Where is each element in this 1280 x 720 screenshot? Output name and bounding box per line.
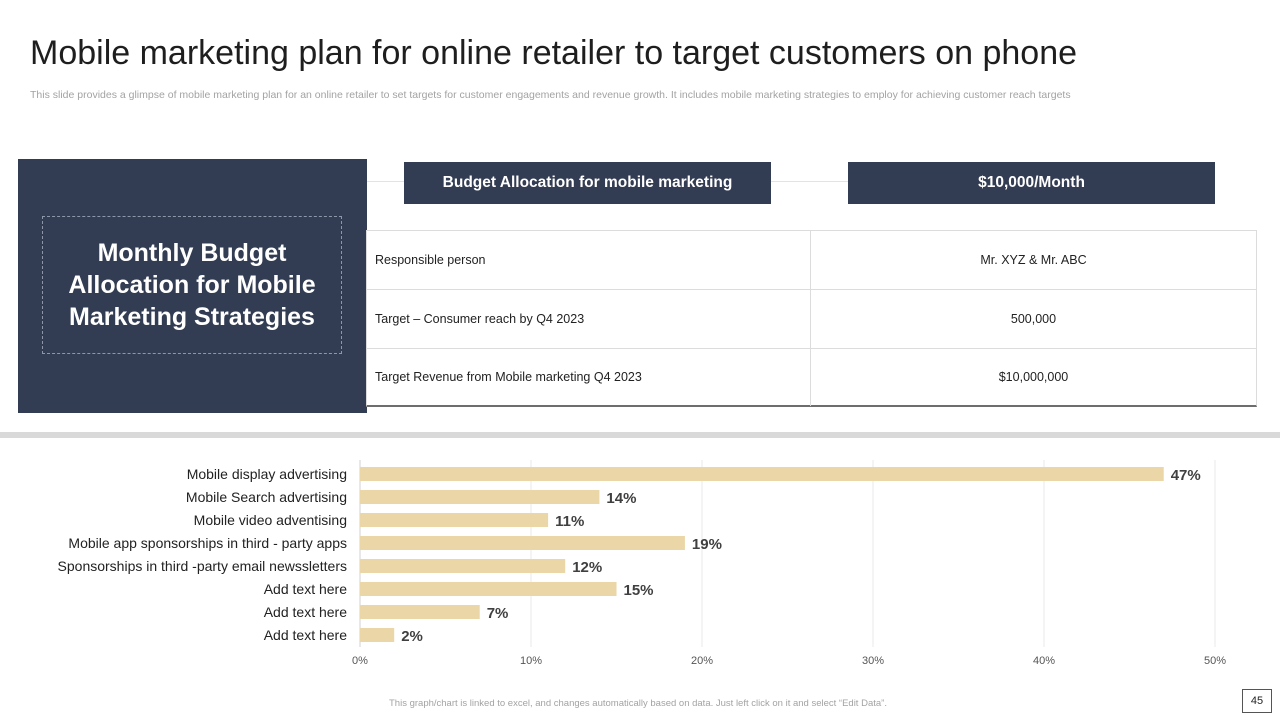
budget-value-box: $10,000/Month — [848, 162, 1215, 204]
bar — [360, 628, 395, 642]
row-divider — [367, 348, 1256, 349]
table-row-value: 500,000 — [1010, 312, 1057, 326]
data-label: 19% — [692, 536, 722, 553]
page-number: 45 — [1242, 689, 1272, 713]
slide-subtitle: This slide provides a glimpse of mobile … — [30, 89, 1071, 101]
bar — [360, 513, 549, 527]
targets-table: Responsible person Mr. XYZ & Mr. ABC Tar… — [366, 230, 1257, 407]
data-label: 14% — [606, 490, 636, 507]
x-tick-label: 20% — [691, 655, 713, 667]
bar — [360, 582, 617, 596]
bar — [360, 559, 566, 573]
category-label: Add text here — [264, 581, 347, 597]
category-label: Mobile video adventising — [194, 512, 347, 528]
budget-panel: Monthly Budget Allocation for Mobile Mar… — [18, 159, 367, 413]
x-tick-label: 40% — [1033, 655, 1055, 667]
table-row-value: $10,000,000 — [998, 370, 1069, 384]
category-label: Mobile app sponsorships in third - party… — [68, 535, 347, 551]
budget-label-box: Budget Allocation for mobile marketing — [404, 162, 771, 204]
bar — [360, 605, 480, 619]
section-divider-band — [0, 432, 1280, 438]
bar — [360, 490, 600, 504]
data-label: 12% — [572, 559, 602, 576]
footer-note: This graph/chart is linked to excel, and… — [389, 698, 887, 709]
data-label: 7% — [487, 605, 509, 622]
category-label: Sponsorships in third -party email newss… — [58, 558, 347, 574]
table-row-value: Mr. XYZ & Mr. ABC — [980, 253, 1087, 267]
strategy-bar-chart: 0% 10% 20% 30% 40% 50% Mobile display advertis… — [58, 460, 1226, 667]
category-label: Add text here — [264, 604, 347, 620]
category-label: Mobile Search advertising — [186, 489, 347, 505]
x-tick-label: 50% — [1204, 655, 1226, 667]
table-row-label: Target Revenue from Mobile marketing Q4 … — [367, 348, 811, 406]
panel-heading: Monthly Budget Allocation for Mobile Mar… — [68, 239, 316, 331]
data-label: 2% — [401, 628, 423, 645]
header-connector-line — [367, 181, 1215, 182]
data-label: 11% — [555, 513, 584, 530]
category-label: Add text here — [264, 627, 347, 643]
slide-title: Mobile marketing plan for online retaile… — [30, 34, 1078, 72]
table-row: Responsible person Mr. XYZ & Mr. ABC — [367, 231, 1256, 289]
bar — [360, 467, 1164, 481]
panel-heading-box: Monthly Budget Allocation for Mobile Mar… — [42, 216, 342, 354]
data-label: 15% — [624, 582, 654, 599]
category-label: Mobile display advertising — [187, 466, 347, 482]
data-label: 47% — [1171, 467, 1201, 484]
x-tick-label: 30% — [862, 655, 884, 667]
table-row-label: Responsible person — [367, 231, 811, 289]
table-row: Target Revenue from Mobile marketing Q4 … — [367, 348, 1256, 406]
x-tick-label: 0% — [352, 655, 368, 667]
row-divider — [367, 289, 1256, 290]
table-row: Target – Consumer reach by Q4 2023 500,0… — [367, 290, 1256, 348]
x-tick-label: 10% — [520, 655, 542, 667]
table-row-label: Target – Consumer reach by Q4 2023 — [367, 290, 811, 348]
bar — [360, 536, 685, 550]
